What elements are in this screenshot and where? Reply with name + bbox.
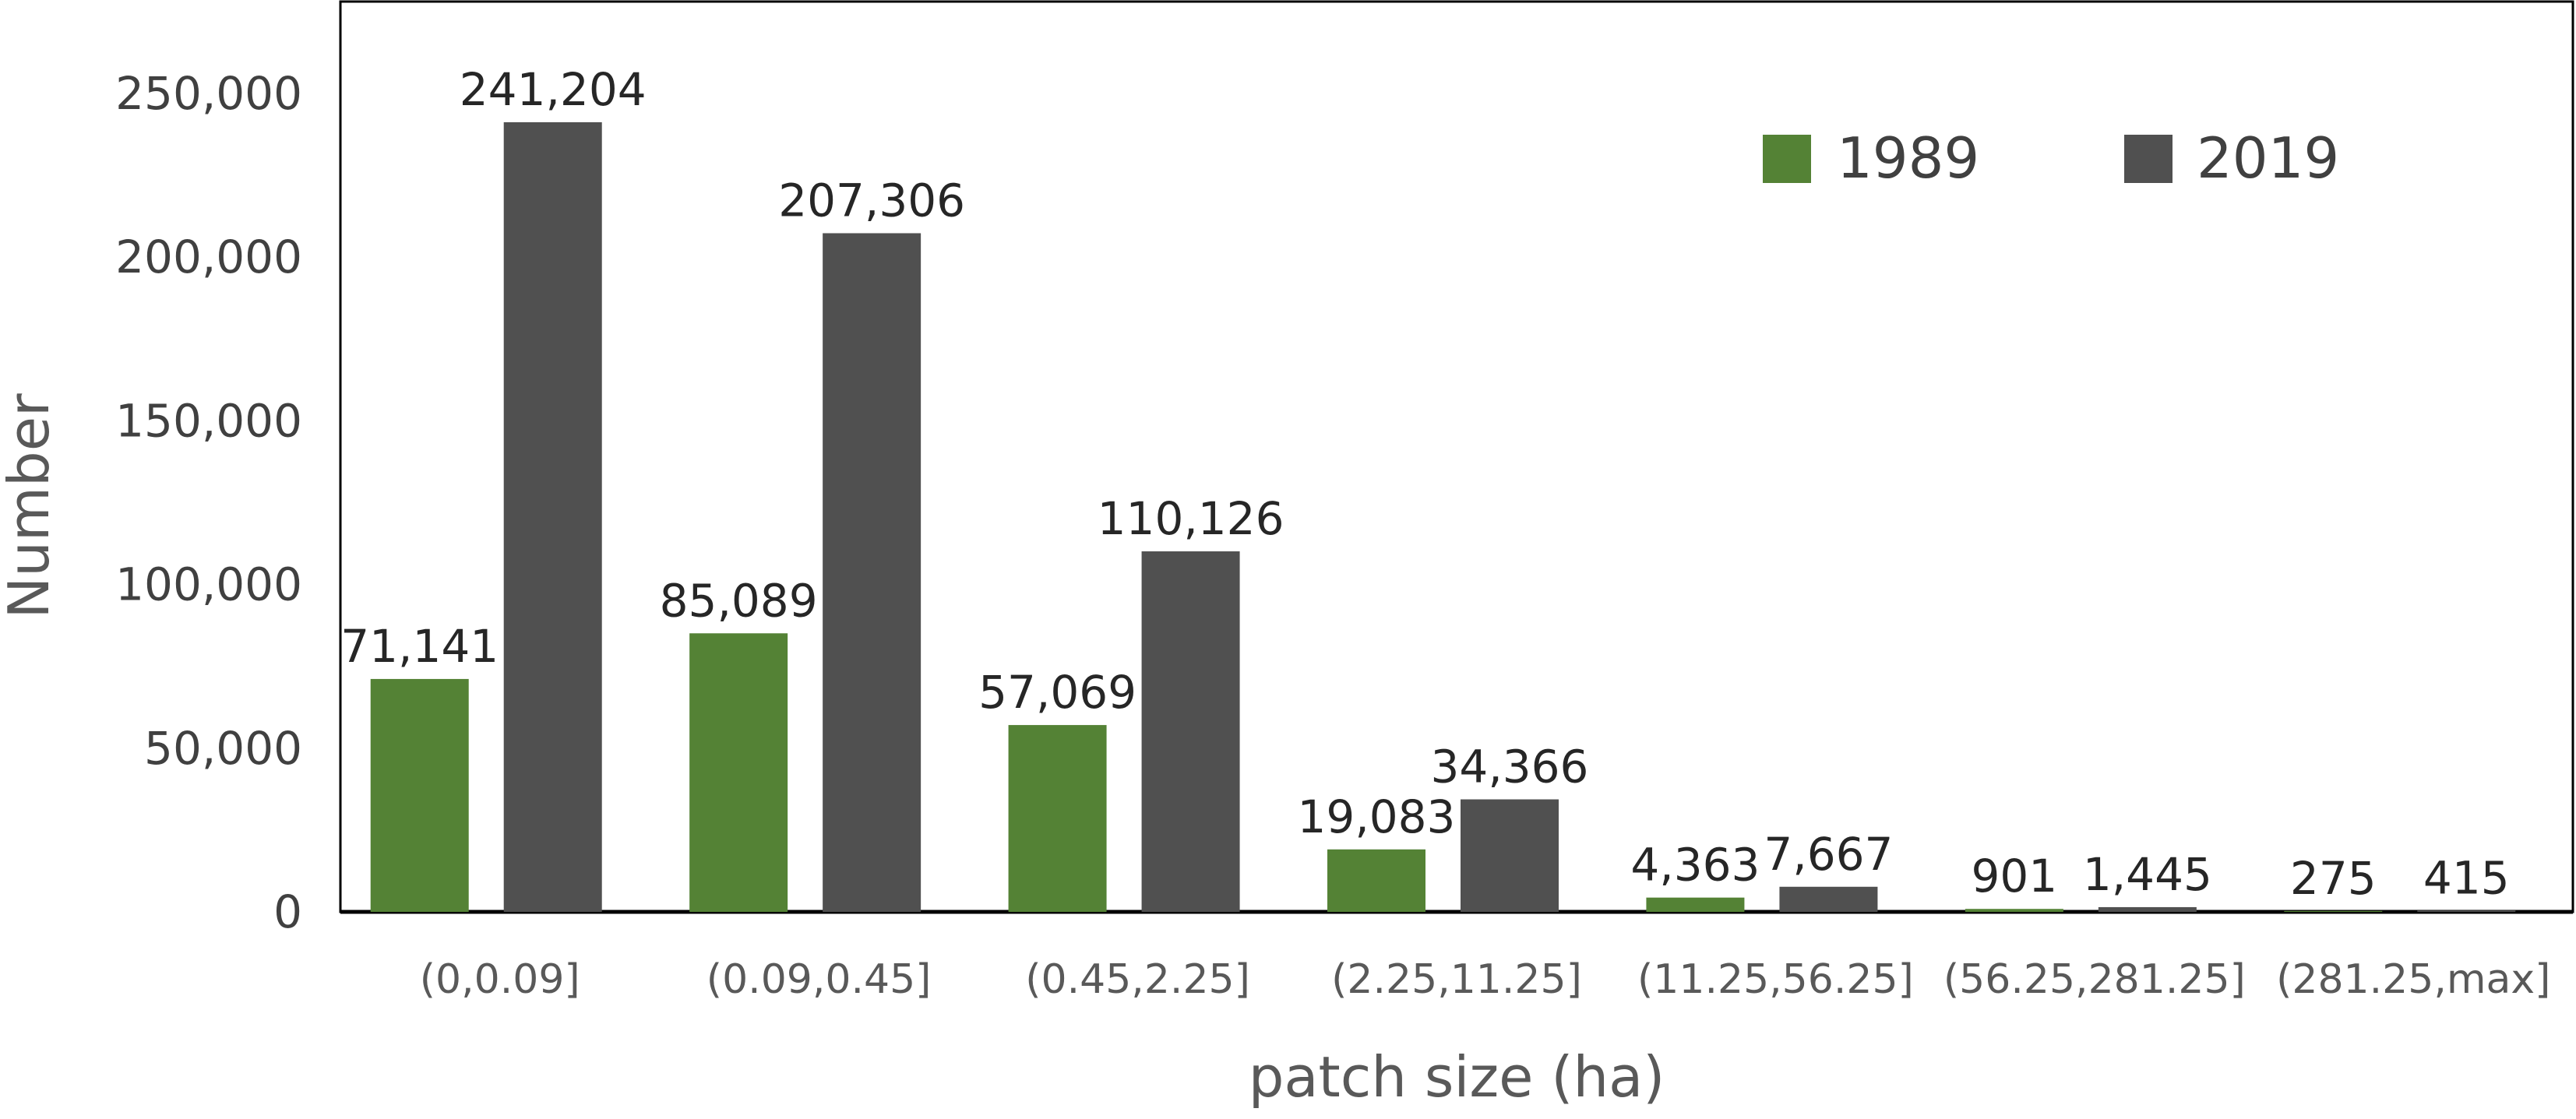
- x-axis-ticks: (0,0.09] (0.09,0.45] (0.45,2.25] (2.25,11.2…: [420, 956, 2551, 1003]
- x-tick-label: (0.45,2.25]: [1025, 956, 1250, 1003]
- data-label-1989-2: 57,069: [978, 666, 1136, 719]
- x-tick-label: (281.25,max]: [2276, 956, 2550, 1003]
- data-label-2019-2: 110,126: [1098, 492, 1284, 545]
- x-tick-label: (0.09,0.45]: [707, 956, 932, 1003]
- bar-1989-4: [1646, 897, 1745, 912]
- data-label-2019-0: 241,204: [460, 63, 647, 116]
- legend-label-1989: 1989: [1837, 125, 1979, 191]
- bar-2019-4: [1779, 886, 1878, 912]
- x-axis-title: patch size (ha): [1249, 1044, 1665, 1110]
- y-tick-label: 150,000: [115, 394, 302, 447]
- bar-1989-3: [1327, 849, 1425, 912]
- bar-1989-2: [1008, 725, 1107, 912]
- y-tick-label: 0: [273, 885, 302, 938]
- data-label-2019-3: 34,366: [1431, 741, 1589, 794]
- bar-2019-3: [1461, 799, 1559, 912]
- x-tick-label: (0,0.09]: [420, 956, 580, 1003]
- data-label-1989-1: 85,089: [660, 574, 818, 627]
- data-label-1989-4: 4,363: [1630, 839, 1760, 892]
- data-label-2019-6: 415: [2423, 851, 2510, 904]
- x-tick-label: (56.25,281.25]: [1943, 956, 2246, 1003]
- bar-2019-6: [2417, 910, 2516, 912]
- x-tick-label: (2.25,11.25]: [1331, 956, 1582, 1003]
- legend: 1989 2019: [1763, 125, 2339, 191]
- bar-1989-5: [1965, 909, 2063, 912]
- bar-1989-1: [689, 633, 788, 912]
- data-label-1989-0: 71,141: [340, 620, 499, 673]
- y-axis-ticks: 0 50,000 100,000 150,000 200,000 250,000: [115, 67, 302, 938]
- bar-2019-5: [2098, 906, 2197, 912]
- data-label-1989-6: 275: [2290, 852, 2377, 905]
- data-label-2019-1: 207,306: [778, 174, 965, 227]
- legend-label-2019: 2019: [2197, 125, 2339, 191]
- data-label-1989-5: 901: [1971, 850, 2057, 903]
- x-tick-label: (11.25,56.25]: [1637, 956, 1914, 1003]
- bar-1989-0: [370, 678, 469, 912]
- y-tick-label: 250,000: [115, 67, 302, 120]
- y-tick-label: 200,000: [115, 230, 302, 283]
- data-label-2019-5: 1,445: [2083, 848, 2212, 901]
- y-axis-title: Number: [0, 393, 62, 619]
- bars-layer: [370, 121, 2516, 912]
- legend-swatch-1989: [1763, 135, 1811, 183]
- bar-1989-6: [2284, 910, 2383, 912]
- legend-swatch-2019: [2124, 135, 2173, 183]
- bar-2019-1: [823, 233, 922, 912]
- data-label-2019-4: 7,667: [1764, 828, 1893, 881]
- data-labels-layer: 71,141 85,089 57,069 19,083 4,363 901 275 241,2…: [340, 63, 2509, 905]
- y-tick-label: 100,000: [115, 558, 302, 611]
- data-label-1989-3: 19,083: [1298, 790, 1456, 843]
- y-tick-label: 50,000: [144, 722, 302, 775]
- bar-2019-0: [503, 121, 602, 912]
- bar-2019-2: [1141, 551, 1240, 912]
